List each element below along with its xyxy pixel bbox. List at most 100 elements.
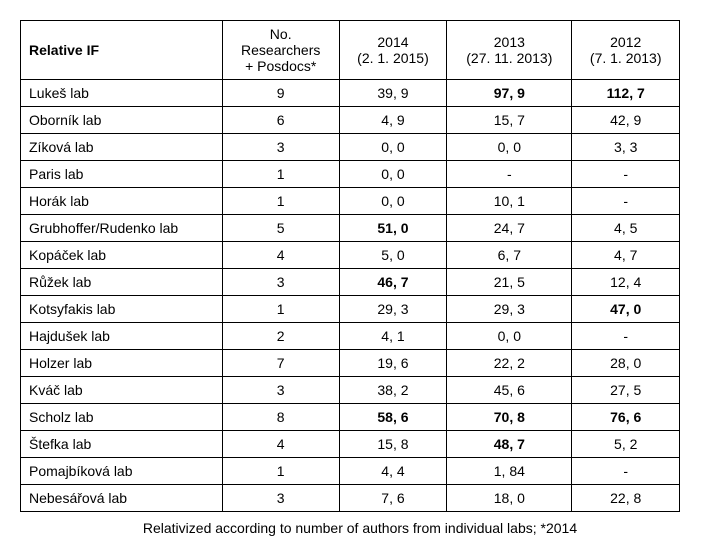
cell-2013: 0, 0 — [447, 134, 572, 161]
cell-lab: Grubhoffer/Rudenko lab — [21, 215, 223, 242]
cell-2013: 6, 7 — [447, 242, 572, 269]
cell-no: 8 — [222, 404, 339, 431]
table-row: Kopáček lab45, 06, 74, 7 — [21, 242, 680, 269]
footnote-text: Relativized according to number of autho… — [20, 520, 700, 536]
cell-2014: 15, 8 — [339, 431, 447, 458]
cell-lab: Holzer lab — [21, 350, 223, 377]
cell-2014: 58, 6 — [339, 404, 447, 431]
table-row: Holzer lab719, 622, 228, 0 — [21, 350, 680, 377]
relative-if-table: Relative IF No.Researchers+ Posdocs* 201… — [20, 20, 680, 512]
cell-2013: 10, 1 — [447, 188, 572, 215]
cell-lab: Zíková lab — [21, 134, 223, 161]
table-row: Lukeš lab939, 997, 9112, 7 — [21, 80, 680, 107]
cell-2012: - — [572, 188, 680, 215]
cell-2012: 22, 8 — [572, 485, 680, 512]
cell-2014: 0, 0 — [339, 134, 447, 161]
cell-no: 3 — [222, 377, 339, 404]
table-row: Růžek lab346, 721, 512, 4 — [21, 269, 680, 296]
cell-2012: 4, 7 — [572, 242, 680, 269]
cell-2014: 51, 0 — [339, 215, 447, 242]
cell-lab: Růžek lab — [21, 269, 223, 296]
col-no-researchers: No.Researchers+ Posdocs* — [222, 21, 339, 80]
cell-no: 9 — [222, 80, 339, 107]
cell-no: 1 — [222, 161, 339, 188]
cell-2012: 4, 5 — [572, 215, 680, 242]
cell-2013: 24, 7 — [447, 215, 572, 242]
cell-2012: 76, 6 — [572, 404, 680, 431]
table-row: Scholz lab858, 670, 876, 6 — [21, 404, 680, 431]
table-row: Kváč lab338, 245, 627, 5 — [21, 377, 680, 404]
cell-2014: 4, 9 — [339, 107, 447, 134]
cell-lab: Hajdušek lab — [21, 323, 223, 350]
cell-2014: 0, 0 — [339, 161, 447, 188]
cell-2012: - — [572, 323, 680, 350]
table-row: Kotsyfakis lab129, 329, 347, 0 — [21, 296, 680, 323]
cell-2012: 12, 4 — [572, 269, 680, 296]
cell-no: 4 — [222, 431, 339, 458]
table-row: Grubhoffer/Rudenko lab551, 024, 74, 5 — [21, 215, 680, 242]
cell-2013: 0, 0 — [447, 323, 572, 350]
col-2013: 2013(27. 11. 2013) — [447, 21, 572, 80]
cell-2013: 29, 3 — [447, 296, 572, 323]
cell-lab: Kváč lab — [21, 377, 223, 404]
cell-2013: 22, 2 — [447, 350, 572, 377]
cell-2013: 48, 7 — [447, 431, 572, 458]
cell-no: 2 — [222, 323, 339, 350]
cell-2013: 97, 9 — [447, 80, 572, 107]
cell-no: 6 — [222, 107, 339, 134]
cell-2013: 21, 5 — [447, 269, 572, 296]
cell-lab: Lukeš lab — [21, 80, 223, 107]
cell-lab: Pomajbíková lab — [21, 458, 223, 485]
cell-no: 5 — [222, 215, 339, 242]
cell-2014: 0, 0 — [339, 188, 447, 215]
header-row: Relative IF No.Researchers+ Posdocs* 201… — [21, 21, 680, 80]
cell-no: 3 — [222, 269, 339, 296]
cell-2012: 5, 2 — [572, 431, 680, 458]
cell-2014: 29, 3 — [339, 296, 447, 323]
cell-2012: 112, 7 — [572, 80, 680, 107]
cell-no: 1 — [222, 458, 339, 485]
table-row: Nebesářová lab37, 618, 022, 8 — [21, 485, 680, 512]
cell-2013: 18, 0 — [447, 485, 572, 512]
table-row: Oborník lab64, 915, 742, 9 — [21, 107, 680, 134]
col-2014: 2014(2. 1. 2015) — [339, 21, 447, 80]
cell-no: 1 — [222, 188, 339, 215]
cell-lab: Kotsyfakis lab — [21, 296, 223, 323]
table-row: Pomajbíková lab14, 41, 84- — [21, 458, 680, 485]
cell-2013: 15, 7 — [447, 107, 572, 134]
cell-2013: - — [447, 161, 572, 188]
cell-2013: 45, 6 — [447, 377, 572, 404]
cell-2014: 4, 1 — [339, 323, 447, 350]
cell-lab: Paris lab — [21, 161, 223, 188]
cell-no: 1 — [222, 296, 339, 323]
cell-lab: Nebesářová lab — [21, 485, 223, 512]
cell-2014: 38, 2 — [339, 377, 447, 404]
cell-lab: Kopáček lab — [21, 242, 223, 269]
cell-lab: Scholz lab — [21, 404, 223, 431]
table-row: Zíková lab30, 00, 03, 3 — [21, 134, 680, 161]
cell-2012: 42, 9 — [572, 107, 680, 134]
cell-2012: - — [572, 161, 680, 188]
cell-2014: 46, 7 — [339, 269, 447, 296]
table-row: Paris lab10, 0-- — [21, 161, 680, 188]
cell-no: 3 — [222, 485, 339, 512]
cell-2013: 70, 8 — [447, 404, 572, 431]
cell-2014: 39, 9 — [339, 80, 447, 107]
cell-no: 4 — [222, 242, 339, 269]
cell-lab: Horák lab — [21, 188, 223, 215]
cell-2014: 19, 6 — [339, 350, 447, 377]
cell-lab: Oborník lab — [21, 107, 223, 134]
cell-2012: 3, 3 — [572, 134, 680, 161]
cell-2014: 4, 4 — [339, 458, 447, 485]
cell-lab: Štefka lab — [21, 431, 223, 458]
cell-2012: 28, 0 — [572, 350, 680, 377]
col-relative-if: Relative IF — [21, 21, 223, 80]
cell-2013: 1, 84 — [447, 458, 572, 485]
cell-2012: - — [572, 458, 680, 485]
cell-2014: 7, 6 — [339, 485, 447, 512]
table-row: Hajdušek lab24, 10, 0- — [21, 323, 680, 350]
cell-no: 3 — [222, 134, 339, 161]
cell-no: 7 — [222, 350, 339, 377]
table-row: Štefka lab415, 848, 75, 2 — [21, 431, 680, 458]
table-row: Horák lab10, 010, 1- — [21, 188, 680, 215]
